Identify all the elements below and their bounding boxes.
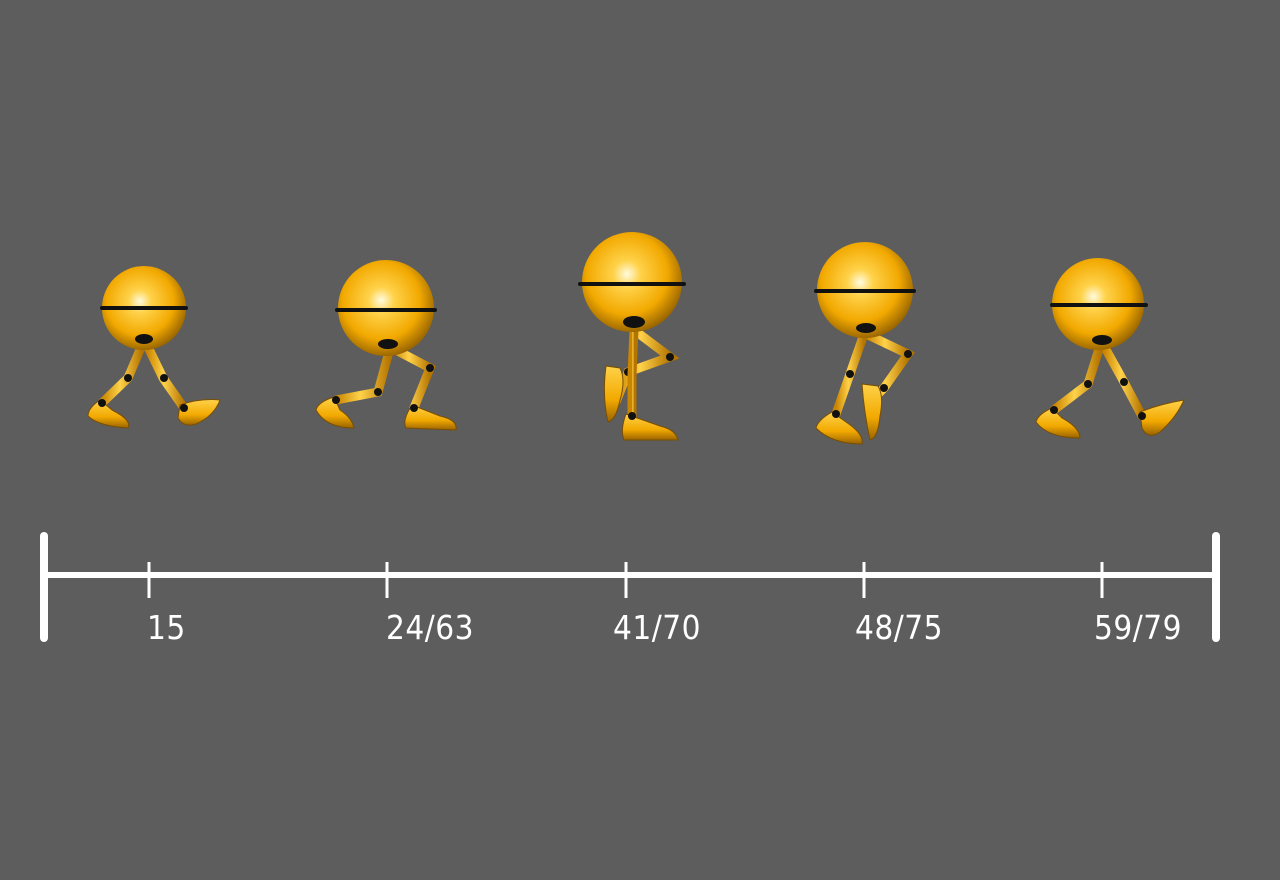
back-leg [861, 329, 915, 441]
frame-label: 48/75 [855, 608, 943, 647]
character-frame-3 [578, 232, 686, 441]
belt-line [335, 308, 437, 312]
hip-joint [1092, 335, 1112, 345]
timeline: 15 24/63 41/70 48/75 59/79 [40, 532, 1220, 647]
frame-label: 24/63 [386, 608, 474, 647]
hip-joint [378, 339, 398, 349]
hip-joint [623, 316, 645, 328]
back-leg [142, 340, 221, 426]
character-frame-1 [87, 266, 221, 429]
belt-line [1050, 303, 1148, 307]
front-leg [621, 325, 679, 441]
front-leg [87, 340, 147, 429]
belt-line [814, 289, 916, 293]
front-leg [387, 343, 457, 431]
frame-label: 59/79 [1094, 608, 1182, 647]
back-leg [315, 343, 395, 429]
character-frame-4 [814, 242, 916, 445]
character-frame-2 [315, 260, 457, 431]
hip-joint [135, 334, 153, 344]
belt-line [100, 306, 188, 310]
character-frame-5 [1035, 258, 1185, 439]
frame-label: 41/70 [613, 608, 701, 647]
belt-line [578, 282, 686, 286]
frame-label: 15 [147, 608, 186, 647]
back-leg [1099, 341, 1185, 436]
back-leg [603, 325, 680, 423]
front-leg [1035, 341, 1105, 439]
hip-joint [856, 323, 876, 333]
front-leg [815, 329, 869, 445]
